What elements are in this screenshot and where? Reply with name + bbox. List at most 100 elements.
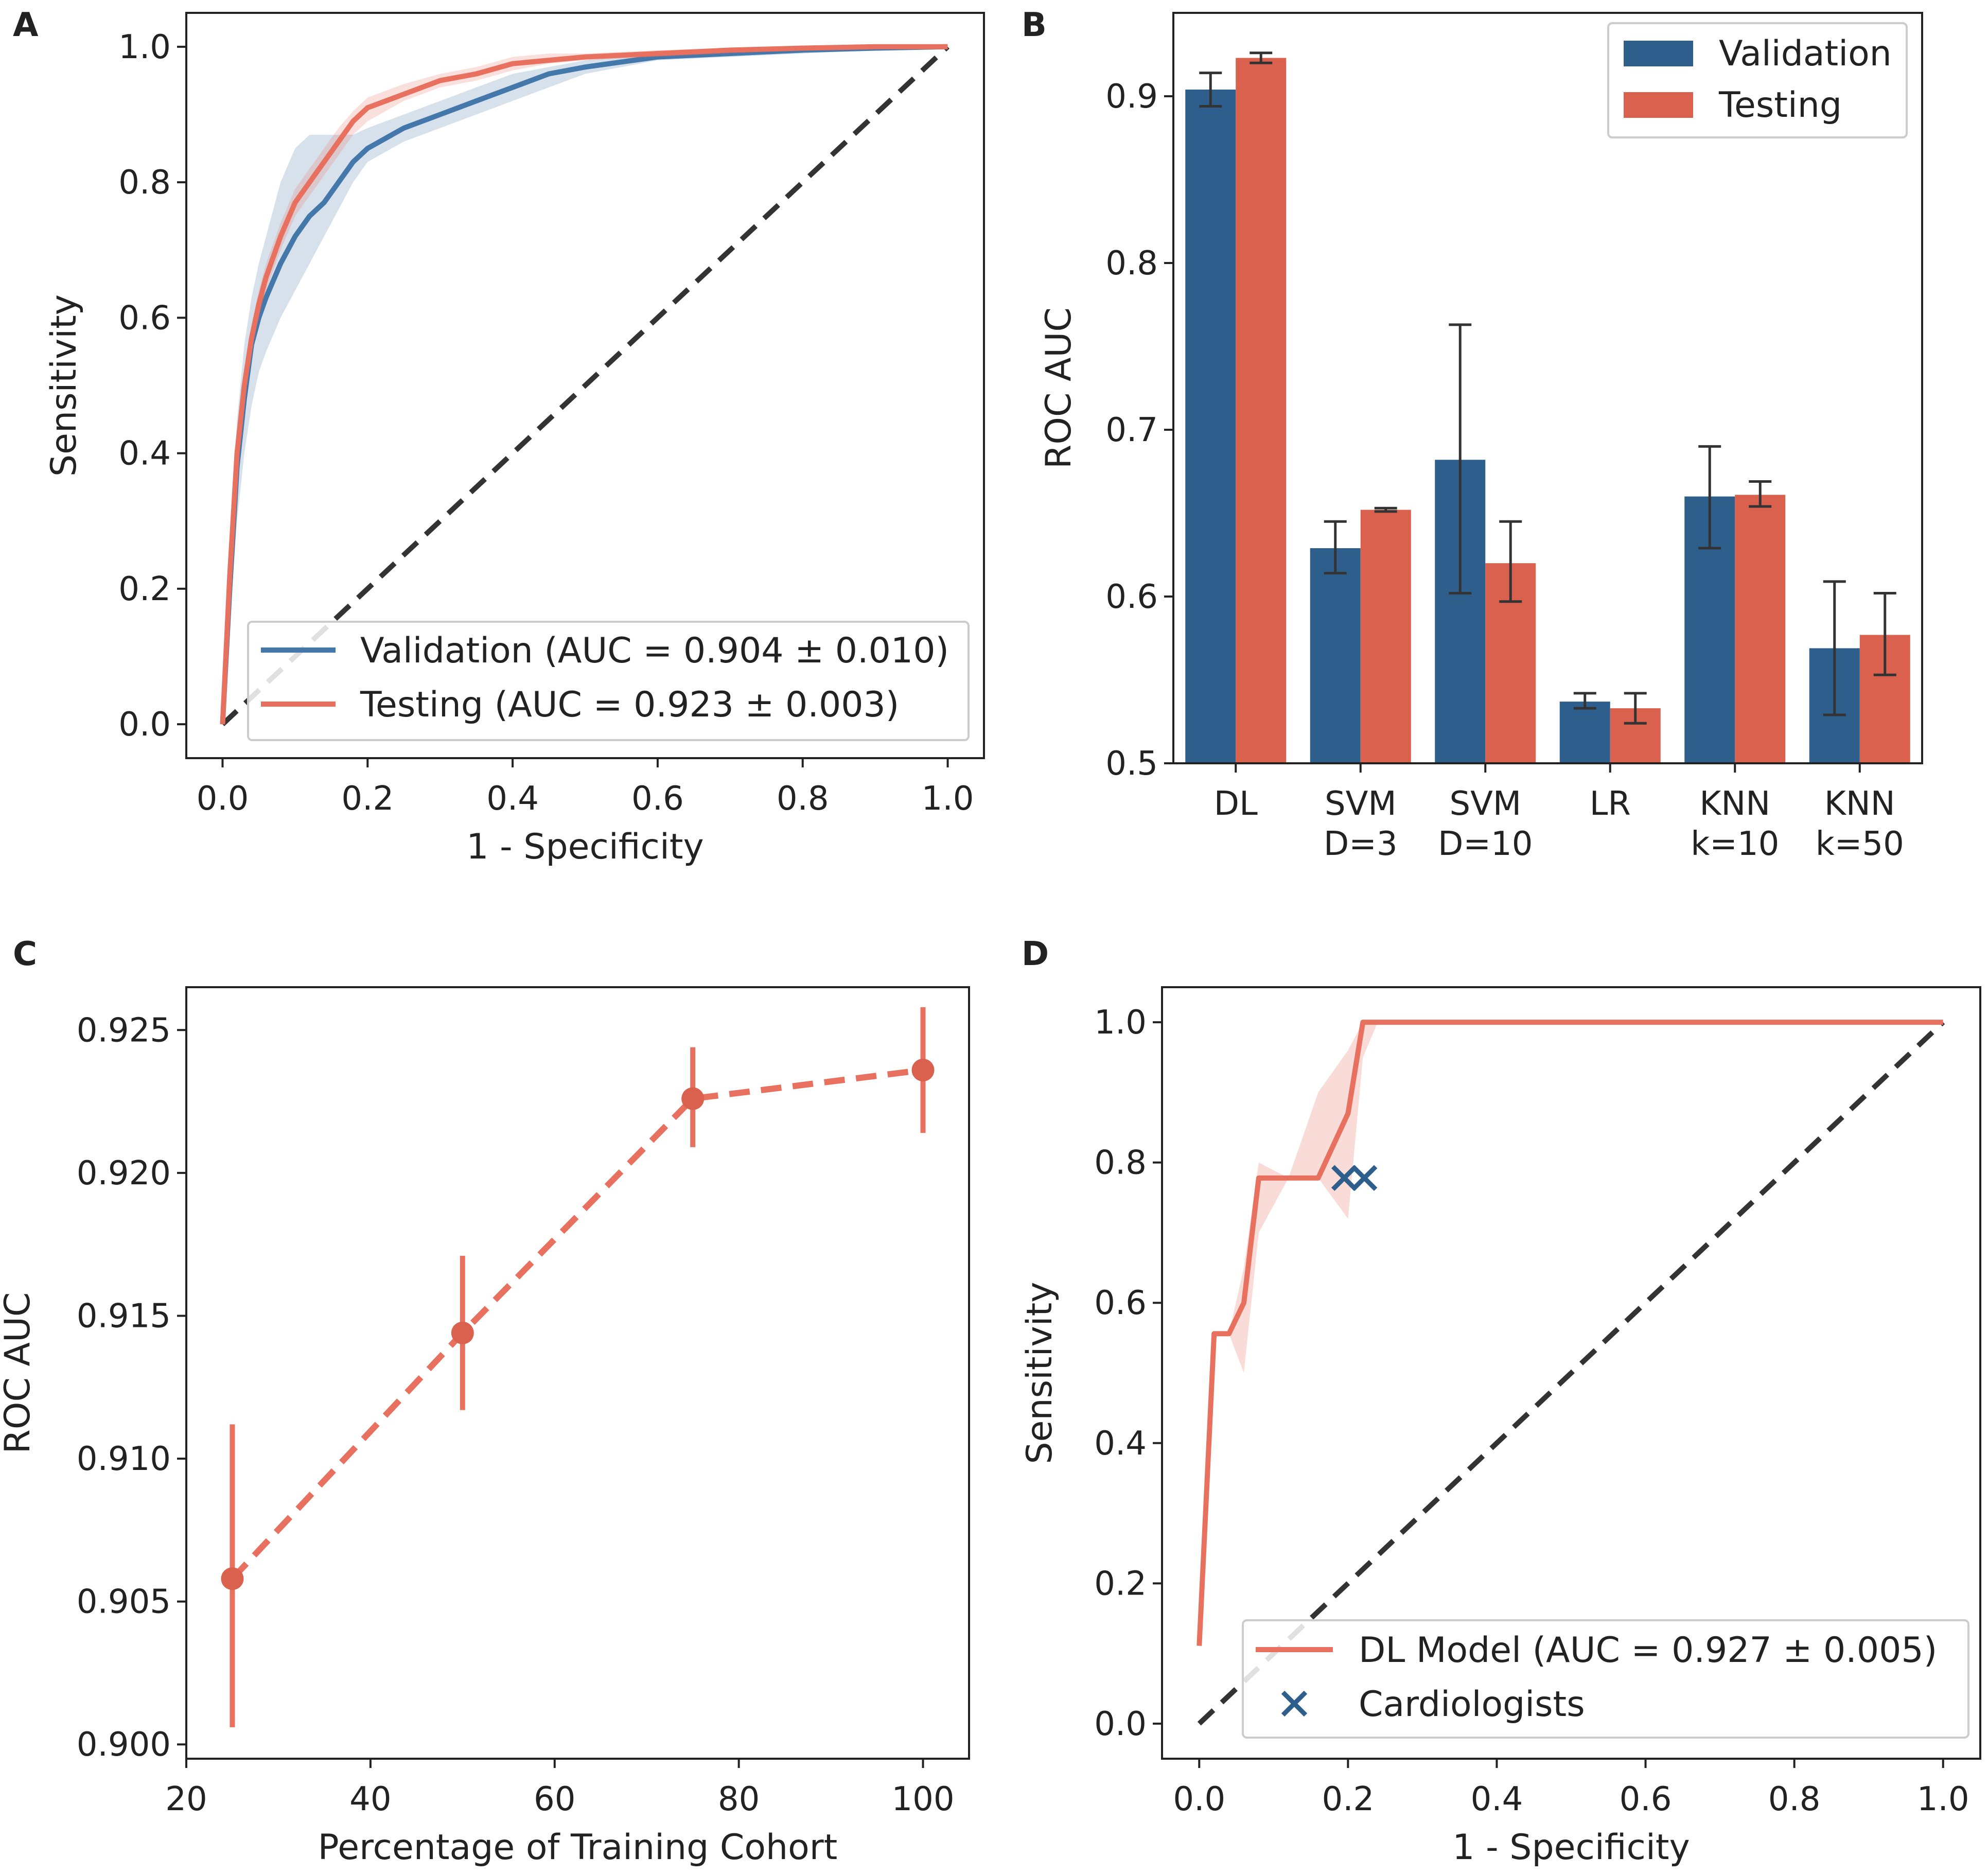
y-tick-label: 1.0	[1094, 1004, 1147, 1042]
y-tick-label: 0.0	[1094, 1705, 1147, 1743]
x-tick-label-line: KNN	[1824, 785, 1895, 823]
cardiologist-marker	[1331, 1165, 1358, 1191]
dl-model-line	[1197, 1020, 1943, 1646]
x-tick-label: 1.0	[1917, 1780, 1969, 1818]
legend-swatch	[1624, 41, 1693, 66]
legend-entry: Testing (AUC = 0.923 ± 0.003)	[360, 685, 899, 725]
x-tick-label: 20	[165, 1780, 207, 1818]
y-tick-label: 0.5	[1105, 745, 1158, 783]
x-tick-label-line: k=10	[1691, 825, 1779, 863]
x-axis-label: Percentage of Training Cohort	[318, 1827, 838, 1868]
x-tick-label: 0.4	[1471, 1780, 1523, 1818]
y-axis-label: ROC AUC	[1039, 307, 1079, 469]
x-axis-label: 1 - Specificity	[466, 827, 704, 867]
x-tick-label: 0.2	[341, 780, 394, 818]
x-tick-label-line: KNN	[1699, 785, 1770, 823]
y-tick-label: 0.8	[1094, 1144, 1147, 1182]
dl-model-band	[1199, 1022, 1943, 1646]
panel-label: C	[13, 935, 37, 973]
x-axis-label: 1 - Specificity	[1452, 1827, 1690, 1868]
data-point	[221, 1567, 244, 1590]
y-tick-label: 1.0	[118, 28, 171, 66]
legend-entry: Testing	[1718, 85, 1842, 126]
plot-frame	[185, 12, 985, 759]
x-tick-label: 0.8	[777, 780, 829, 818]
y-axis-label: ROC AUC	[0, 1292, 38, 1454]
bar-validation	[1310, 548, 1361, 763]
y-axis-label: Sensitivity	[1019, 1282, 1060, 1464]
legend-entry: Validation	[1719, 33, 1892, 74]
x-tick-label: 0.2	[1322, 1780, 1374, 1818]
x-tick-label: KNN k=10	[1691, 785, 1779, 863]
chance-diagonal-line	[1197, 1020, 1945, 1726]
series-testing-line	[220, 44, 948, 725]
legend-entry: DL Model (AUC = 0.927 ± 0.005)	[1359, 1630, 1937, 1671]
y-tick-label: 0.9	[1105, 78, 1158, 116]
x-tick-label-line: SVM	[1325, 785, 1397, 823]
y-tick-label: 0.8	[1105, 244, 1158, 283]
x-tick-label: 1.0	[922, 780, 974, 818]
y-tick-label: 0.6	[1094, 1284, 1147, 1322]
bar-validation	[1185, 90, 1236, 763]
x-tick-label: 0.4	[486, 780, 539, 818]
y-tick-label: 0.6	[118, 299, 171, 337]
plot-frame	[185, 986, 970, 1760]
plot-frame	[1161, 986, 1981, 1760]
x-tick-label: 0.6	[1620, 1780, 1672, 1818]
bar-testing	[1236, 58, 1287, 764]
x-tick-label: 0.6	[631, 780, 684, 818]
y-tick-label: 0.0	[118, 706, 171, 744]
cardiologist-marker-stroke	[1331, 1165, 1358, 1191]
legend-entry: Validation (AUC = 0.904 ± 0.010)	[360, 630, 949, 671]
bar-validation	[1559, 702, 1610, 763]
legend-swatch	[1624, 92, 1693, 118]
trend-dashed-line	[230, 1067, 924, 1581]
panel-label: D	[1022, 935, 1049, 973]
x-tick-label-line: SVM	[1449, 785, 1521, 823]
x-tick-label: 80	[718, 1780, 760, 1818]
x-tick-label-line: D=3	[1324, 825, 1398, 863]
y-tick-label: 0.4	[118, 435, 171, 473]
plot-frame	[1172, 12, 1923, 764]
x-tick-label: SVM D=10	[1438, 785, 1533, 863]
y-tick-label: 0.7	[1105, 411, 1158, 449]
panel-c-line-chart: C 0.900 0.905 0.910 0.915 0.920 0.925 20 40 60 80 1…	[0, 935, 970, 1868]
x-tick-label: KNN k=50	[1816, 785, 1904, 863]
data-point	[451, 1321, 474, 1344]
x-tick-label: 100	[891, 1780, 954, 1818]
x-tick-label: 40	[349, 1780, 391, 1818]
y-tick-label: 0.910	[77, 1440, 171, 1478]
legend-entry: Cardiologists	[1359, 1684, 1585, 1725]
panel-a-roc-chart: Validation (AUC = 0.904 ± 0.010) Testing …	[13, 6, 985, 867]
x-tick-label: 0.8	[1768, 1780, 1821, 1818]
legend-box	[1242, 1619, 1969, 1739]
y-axis-label: Sensitivity	[44, 294, 84, 477]
x-tick-label: LR	[1590, 785, 1631, 823]
x-tick-label-line: DL	[1214, 785, 1258, 823]
y-tick-label: 0.925	[77, 1011, 171, 1049]
y-tick-label: 0.2	[1094, 1565, 1147, 1603]
y-tick-label: 0.4	[1094, 1425, 1147, 1463]
data-point	[681, 1087, 705, 1110]
x-tick-label-line: LR	[1590, 785, 1631, 823]
panel-d-roc-chart: DL Model (AUC = 0.927 ± 0.005) Cardiologi…	[1019, 935, 1981, 1868]
y-tick-label: 0.2	[118, 570, 171, 608]
y-tick-label: 0.900	[77, 1726, 171, 1764]
x-tick-label: DL	[1214, 785, 1258, 823]
x-tick-label: 60	[534, 1780, 575, 1818]
panel-label: B	[1022, 6, 1047, 44]
x-tick-label-line: k=50	[1816, 825, 1904, 863]
cardiologist-marker-stroke	[1351, 1165, 1378, 1191]
panel-label: A	[13, 6, 39, 44]
legend-box	[247, 621, 970, 741]
bar-testing	[1735, 495, 1786, 763]
y-tick-label: 0.8	[118, 164, 171, 202]
x-tick-label: 0.0	[1173, 1780, 1225, 1818]
x-tick-label: 0.0	[197, 780, 249, 818]
y-tick-label: 0.915	[77, 1297, 171, 1335]
y-tick-label: 0.6	[1105, 578, 1158, 616]
chance-diagonal-line	[221, 45, 949, 726]
x-tick-label: SVM D=3	[1324, 785, 1398, 863]
cardiologist-marker	[1351, 1165, 1378, 1191]
